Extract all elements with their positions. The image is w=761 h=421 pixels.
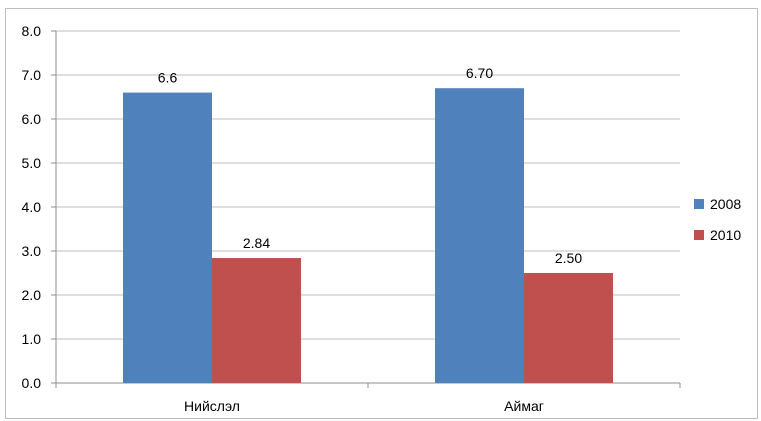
x-tick-label: Нийслэл	[184, 398, 240, 414]
y-tick-label: 0.0	[22, 375, 42, 391]
y-tick-label: 1.0	[22, 331, 42, 347]
data-label: 2.84	[243, 235, 270, 251]
legend-label: 2010	[710, 227, 741, 243]
legend-swatch-2010	[694, 230, 704, 240]
bar-2010-0	[212, 258, 301, 383]
y-tick-label: 6.0	[22, 111, 42, 127]
y-tick-label: 3.0	[22, 243, 42, 259]
bar-2008-0	[123, 92, 212, 383]
legend-swatch-2008	[694, 199, 704, 209]
x-tick-label: Аймаг	[504, 398, 544, 414]
y-tick-label: 4.0	[22, 199, 42, 215]
y-tick-label: 2.0	[22, 287, 42, 303]
bar-2008-1	[435, 88, 524, 383]
data-label: 2.50	[555, 250, 582, 266]
legend-label: 2008	[710, 196, 741, 212]
y-tick-label: 7.0	[22, 67, 42, 83]
bar-2010-1	[524, 273, 613, 383]
data-label: 6.6	[158, 70, 178, 86]
data-label: 6.70	[466, 65, 493, 81]
y-tick-label: 5.0	[22, 155, 42, 171]
y-tick-label: 8.0	[22, 23, 42, 39]
